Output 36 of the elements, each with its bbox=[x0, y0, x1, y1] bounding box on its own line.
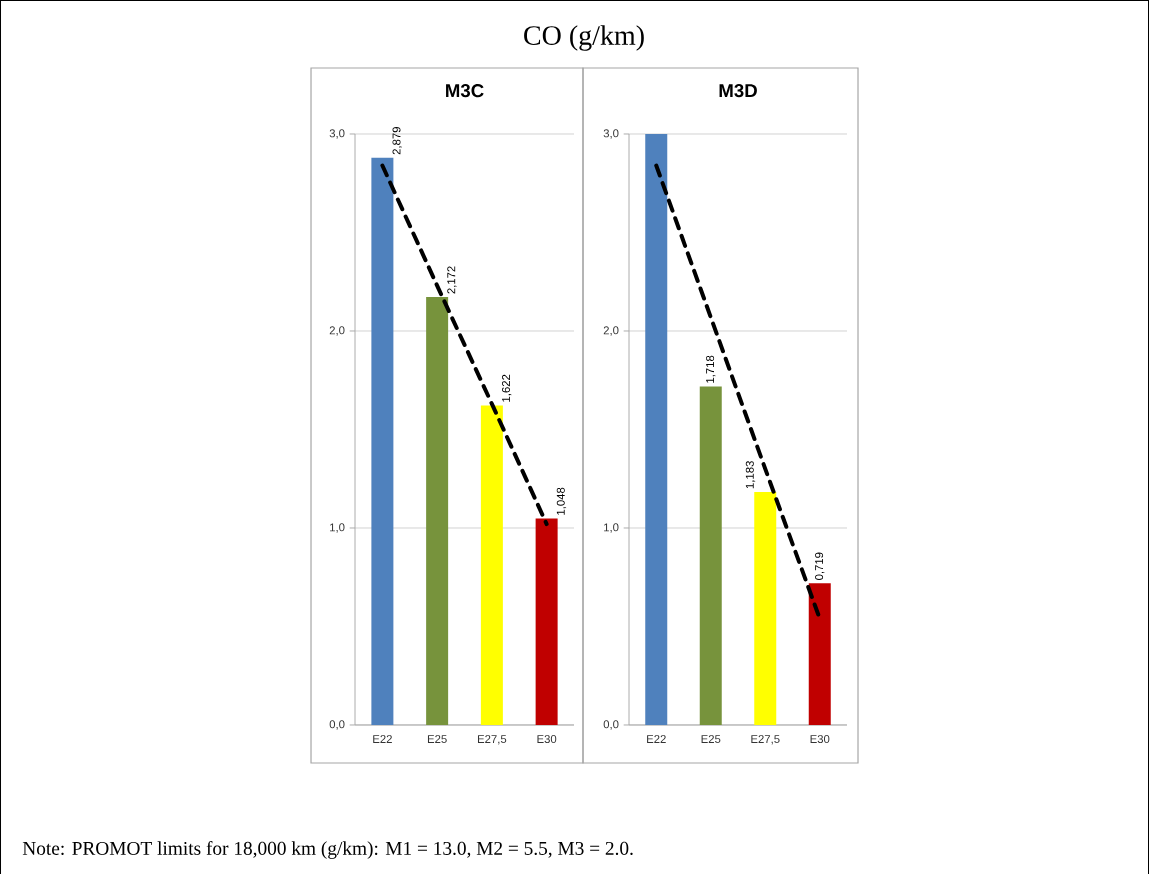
y-tick-label: 2,0 bbox=[329, 326, 345, 336]
bar bbox=[808, 583, 831, 725]
y-tick-label: 1,0 bbox=[330, 523, 345, 533]
y-tick-label: 1,0 bbox=[604, 523, 619, 533]
data-label: 0,719 bbox=[815, 552, 825, 580]
x-tick-label: E27,5 bbox=[751, 735, 780, 745]
x-tick-label: E30 bbox=[810, 735, 830, 744]
bar bbox=[426, 297, 449, 725]
y-tick-label: 2,0 bbox=[603, 326, 619, 336]
chart-title: M3C bbox=[446, 84, 484, 98]
x-tick-label: E22 bbox=[647, 735, 666, 743]
bar bbox=[699, 386, 722, 725]
data-label: 1,048 bbox=[556, 487, 567, 515]
y-tick-label: 0,0 bbox=[603, 720, 619, 730]
x-tick-label: E27,5 bbox=[477, 735, 507, 745]
x-tick-label: E25 bbox=[427, 735, 447, 744]
bar bbox=[535, 518, 558, 725]
y-tick-label: 3,0 bbox=[603, 129, 619, 139]
text: Note: PROMOT limits for 18,000 km (g/km): M1 = 13.0, M2 = 5.5, M3 = 2.0. bbox=[22, 841, 633, 859]
chart-title: M3D bbox=[719, 84, 757, 98]
bar bbox=[754, 491, 777, 725]
data-label: 1,622 bbox=[502, 374, 512, 402]
x-tick-label: E25 bbox=[701, 735, 721, 744]
bar bbox=[371, 157, 394, 725]
data-label: 1,183 bbox=[745, 461, 756, 489]
y-tick-label: 3,0 bbox=[329, 129, 345, 139]
data-label: 2,172 bbox=[447, 266, 457, 294]
x-tick-label: E22 bbox=[373, 735, 392, 743]
y-tick-label: 0,0 bbox=[329, 720, 345, 730]
line-series bbox=[380, 163, 549, 527]
data-label: 2,879 bbox=[392, 127, 402, 155]
data-label: 1,718 bbox=[706, 355, 716, 383]
text: CO (g/km) bbox=[524, 25, 644, 51]
x-tick-label: E30 bbox=[537, 735, 557, 744]
bar bbox=[480, 405, 503, 725]
bar bbox=[645, 133, 668, 725]
